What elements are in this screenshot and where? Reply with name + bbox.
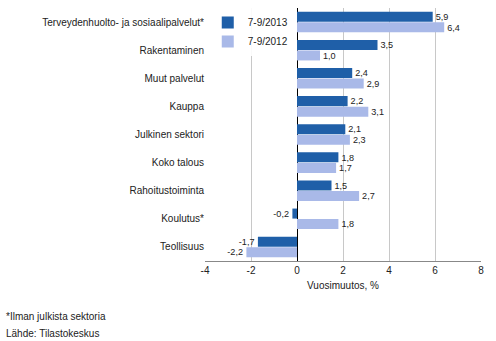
svg-text:6,4: 6,4 xyxy=(447,23,460,33)
svg-text:1,0: 1,0 xyxy=(323,51,336,61)
svg-text:7-9/2012: 7-9/2012 xyxy=(248,36,288,47)
svg-text:-1,7: -1,7 xyxy=(239,237,255,247)
svg-text:Lähde: Tilastokeskus: Lähde: Tilastokeskus xyxy=(6,328,99,339)
svg-text:Rahoitustoiminta: Rahoitustoiminta xyxy=(130,185,205,196)
svg-text:0: 0 xyxy=(294,265,300,276)
svg-text:1,8: 1,8 xyxy=(341,153,354,163)
svg-text:4: 4 xyxy=(386,265,392,276)
svg-text:2,9: 2,9 xyxy=(367,79,380,89)
svg-text:Koulutus*: Koulutus* xyxy=(161,213,204,224)
svg-text:6: 6 xyxy=(432,265,438,276)
svg-text:2,2: 2,2 xyxy=(351,96,364,106)
svg-text:1,7: 1,7 xyxy=(339,163,352,173)
svg-text:*Ilman julkista sektoria: *Ilman julkista sektoria xyxy=(6,311,106,322)
svg-text:Terveydenhuolto- ja sosiaalipa: Terveydenhuolto- ja sosiaalipalvelut* xyxy=(42,17,204,28)
svg-text:5,9: 5,9 xyxy=(436,12,449,22)
svg-text:Julkinen sektori: Julkinen sektori xyxy=(135,129,204,140)
svg-text:-2,2: -2,2 xyxy=(227,247,243,257)
svg-text:2,4: 2,4 xyxy=(355,68,368,78)
svg-text:1,5: 1,5 xyxy=(335,181,348,191)
svg-text:2,3: 2,3 xyxy=(353,135,366,145)
svg-text:-2: -2 xyxy=(247,265,256,276)
svg-text:-4: -4 xyxy=(201,265,210,276)
svg-text:2,7: 2,7 xyxy=(362,191,375,201)
svg-text:8: 8 xyxy=(478,265,484,276)
svg-text:2: 2 xyxy=(340,265,346,276)
svg-text:Rakentaminen: Rakentaminen xyxy=(140,45,204,56)
svg-text:Kauppa: Kauppa xyxy=(170,101,205,112)
svg-text:3,1: 3,1 xyxy=(371,107,384,117)
svg-text:Muut palvelut: Muut palvelut xyxy=(145,73,205,84)
svg-text:3,5: 3,5 xyxy=(380,40,393,50)
svg-text:-0,2: -0,2 xyxy=(273,209,289,219)
svg-text:Vuosimuutos, %: Vuosimuutos, % xyxy=(307,280,379,291)
svg-text:Teollisuus: Teollisuus xyxy=(160,241,204,252)
svg-text:Koko talous: Koko talous xyxy=(152,157,204,168)
svg-text:7-9/2013: 7-9/2013 xyxy=(248,17,288,28)
svg-text:1,8: 1,8 xyxy=(341,219,354,229)
svg-text:2,1: 2,1 xyxy=(348,124,361,134)
